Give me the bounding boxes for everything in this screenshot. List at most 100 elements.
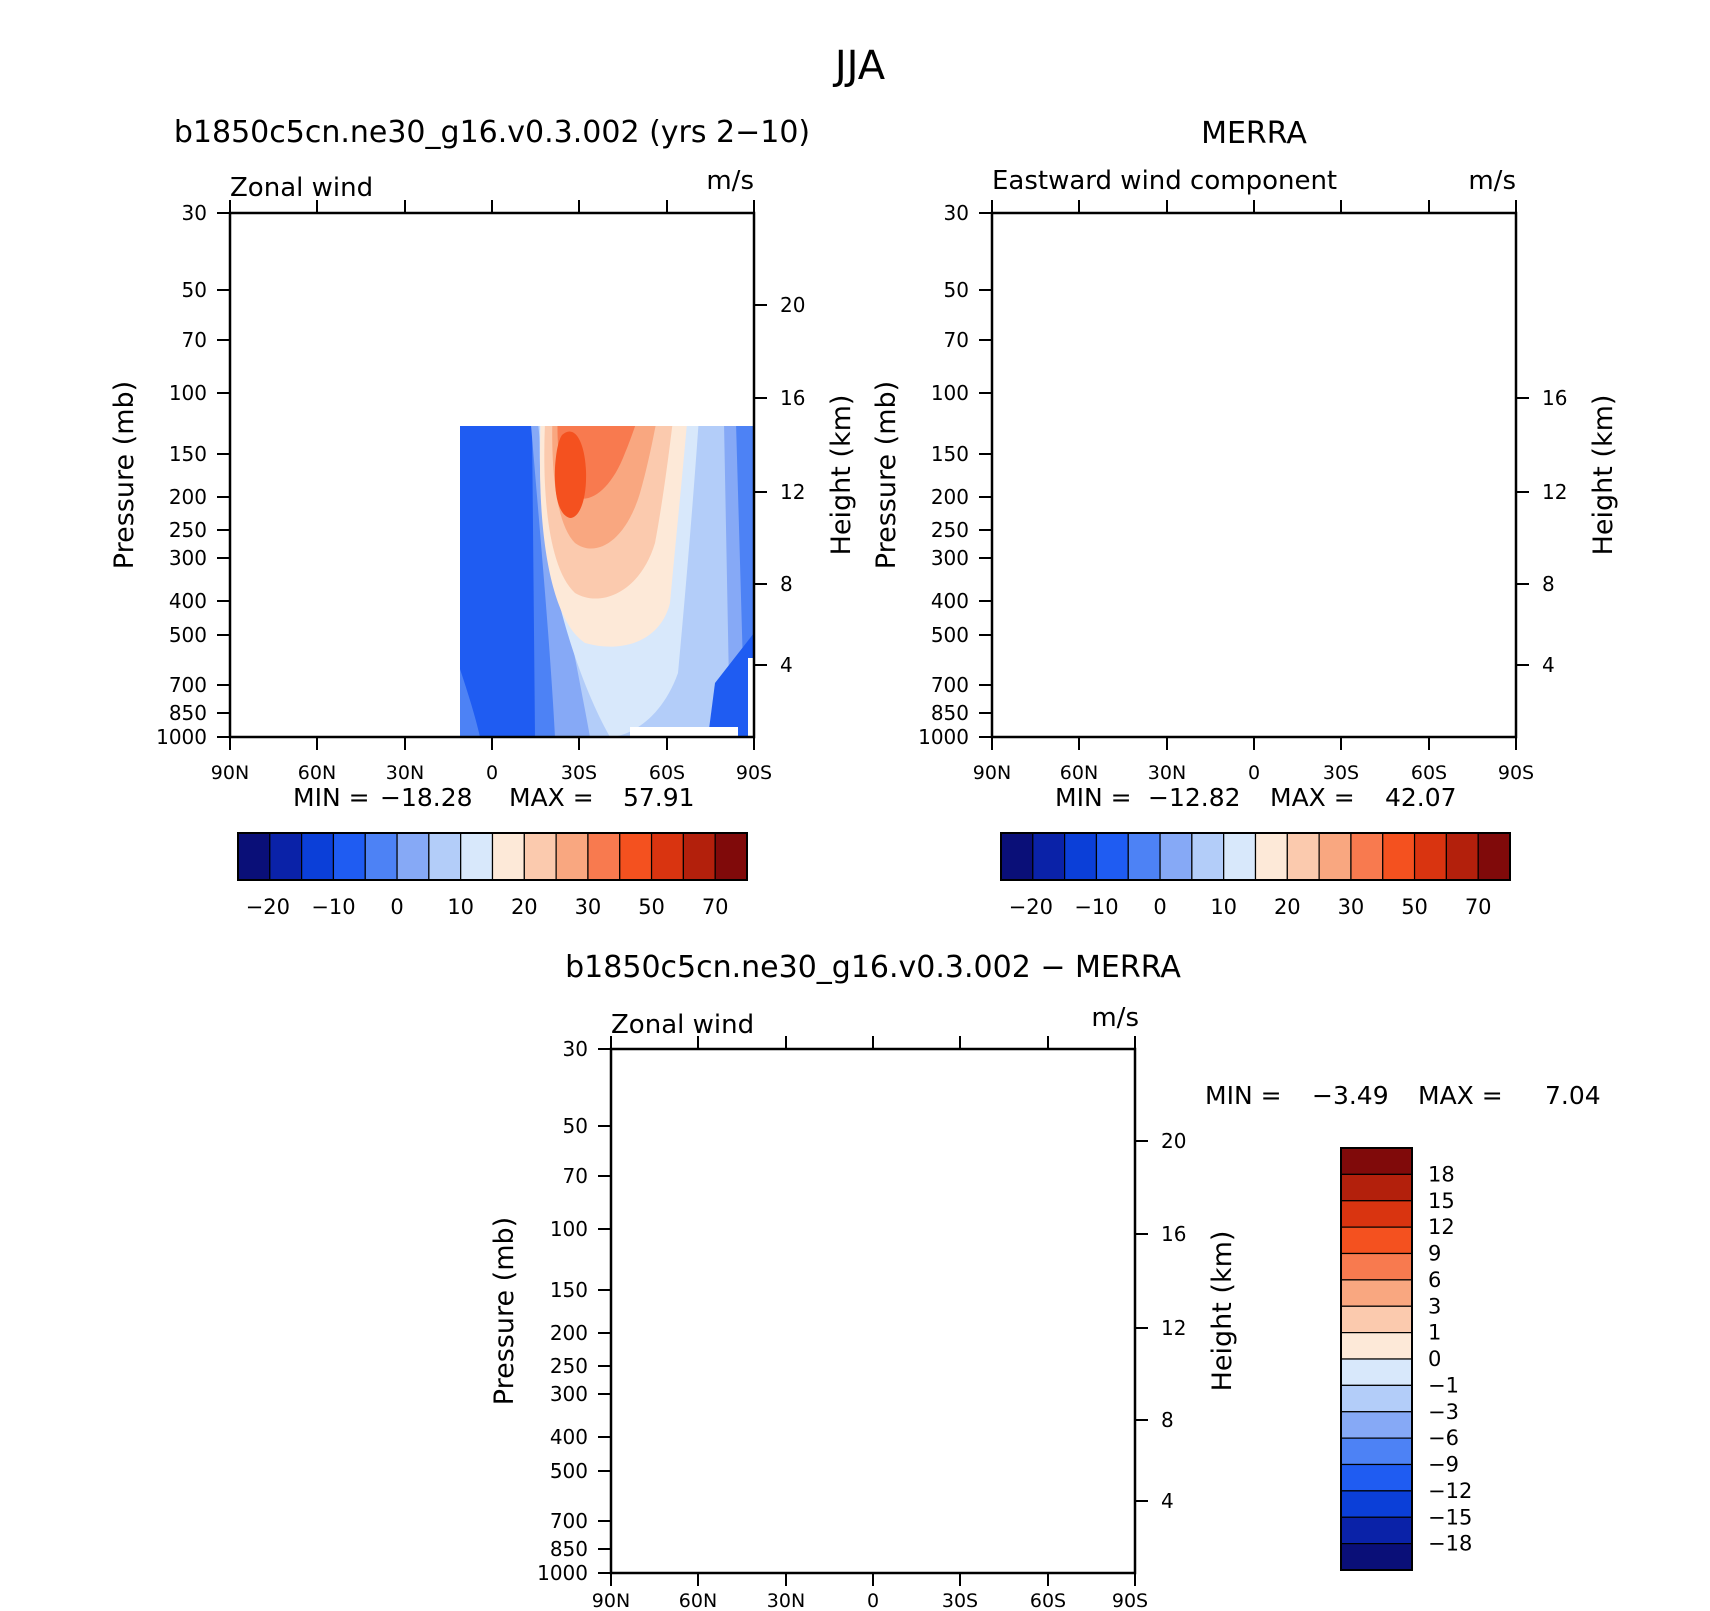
y-tick-label: 150 [169, 442, 207, 466]
y-tick-label: 30 [944, 201, 969, 225]
colorbar-label: 0 [1153, 895, 1166, 919]
y2-tick-label: 16 [1542, 386, 1567, 410]
max-value: 42.07 [1385, 783, 1457, 812]
colorbar-swatch [1340, 1279, 1413, 1307]
x-axis-tick-labels: 90N 60N 30N 0 30S 60S 90S [973, 762, 1534, 784]
colorbar-label: −12 [1428, 1479, 1472, 1503]
y-tick-label: 50 [563, 1114, 588, 1138]
colorbar-swatch [523, 832, 557, 881]
panel-left-label: Zonal wind [230, 173, 373, 203]
contour-band [1162, 393, 1292, 737]
min-max-stats: MIN = −18.28 MAX = 57.91 [293, 783, 695, 812]
colorbar-swatch [1340, 1490, 1413, 1518]
contour-field [230, 213, 754, 737]
x-tick-label: 30N [386, 762, 424, 784]
min-value: −18.28 [380, 783, 473, 812]
y2-axis-tick-labels: 20 16 12 8 4 [780, 293, 805, 677]
panel-title: b1850c5cn.ne30_g16.v0.3.002 (yrs 2−10) [174, 115, 810, 150]
colorbar-label: 70 [702, 895, 729, 919]
contour-band [1312, 435, 1339, 511]
colorbar-label: 10 [1210, 895, 1237, 919]
contour-band [992, 393, 1104, 676]
colorbar-label: −3 [1428, 1400, 1459, 1424]
colorbar-swatch [237, 832, 271, 881]
y2-axis-label: Height (km) [826, 395, 857, 556]
min-value: −12.82 [1148, 783, 1241, 812]
x-tick-label: 0 [867, 1590, 879, 1611]
x-tick-label: 0 [486, 762, 498, 784]
y-tick-label: 200 [550, 1321, 588, 1345]
x-tick-label: 60S [1411, 762, 1447, 784]
contour-band [1051, 1231, 1066, 1259]
panel-title: b1850c5cn.ne30_g16.v0.3.002 − MERRA [565, 950, 1181, 985]
panel-left-label: Zonal wind [611, 1010, 754, 1040]
colorbar-label: −18 [1428, 1532, 1472, 1556]
y2-tick-label: 12 [780, 480, 805, 504]
x-tick-label: 90S [736, 762, 772, 784]
colorbar-obs: −20 −10 0 10 20 30 50 70 [1000, 832, 1511, 919]
colorbar-swatch [1382, 832, 1416, 881]
contour-band [941, 1231, 996, 1280]
colorbar-label: 3 [1428, 1294, 1441, 1318]
y-axis-ticks [598, 1048, 1148, 1574]
y-tick-label: 300 [169, 546, 207, 570]
contour-band [1021, 1231, 1083, 1573]
colorbar-swatch [1127, 832, 1161, 881]
x-tick-label: 90N [973, 762, 1011, 784]
y-tick-label: 700 [169, 673, 207, 697]
contour-band [1284, 393, 1462, 673]
panel-units-label: m/s [1468, 166, 1516, 196]
x-tick-label: 90N [211, 762, 249, 784]
min-label: MIN = [293, 783, 370, 812]
contour-band [1392, 393, 1442, 423]
y-tick-label: 850 [550, 1537, 588, 1561]
y-tick-label: 500 [550, 1459, 588, 1483]
colorbar-label: −1 [1428, 1373, 1459, 1397]
panel-left-label: Eastward wind component [992, 166, 1337, 196]
y-tick-label: 700 [931, 673, 969, 697]
contour-band [1091, 1338, 1101, 1474]
contour-band [615, 213, 662, 275]
panel-units-label: m/s [706, 166, 754, 196]
colorbar-model: −20 −10 0 10 20 30 50 70 [237, 832, 748, 919]
colorbar-label: 18 [1428, 1162, 1455, 1186]
colorbar-label: −15 [1428, 1505, 1472, 1529]
y2-tick-label: 12 [1542, 480, 1567, 504]
contour-band [230, 292, 432, 737]
max-value: 57.91 [623, 783, 695, 812]
contour-band [359, 466, 372, 508]
contour-band [1490, 680, 1505, 737]
colorbar-swatch [714, 832, 748, 881]
colorbar-swatch [1340, 1252, 1413, 1281]
y-axis-tick-labels: 30 50 70 100 150 200 250 300 400 500 700… [156, 201, 207, 749]
y2-tick-label: 16 [1161, 1222, 1186, 1246]
colorbar-swatch [1340, 1543, 1413, 1571]
colorbar-swatch [1340, 1437, 1413, 1466]
x-axis-tick-labels: 90N 60N 30N 0 30S 60S 90S [211, 762, 772, 784]
y2-tick-label: 20 [780, 293, 805, 317]
colorbar-swatch [332, 832, 366, 881]
x-axis-tick-labels: 90N 60N 30N 0 30S 60S 90S [592, 1590, 1148, 1611]
y-tick-label: 250 [931, 518, 969, 542]
contour-band [329, 379, 400, 626]
contour-band [1292, 393, 1450, 639]
y-tick-label: 70 [182, 328, 207, 352]
y-axis-label: Pressure (mb) [871, 381, 902, 569]
contour-band [1088, 397, 1159, 628]
y-tick-label: 50 [182, 278, 207, 302]
contour-band [602, 213, 668, 381]
colorbar-swatch [1340, 1226, 1413, 1255]
colorbar-swatch [1159, 832, 1193, 881]
colorbar-label: −20 [1009, 895, 1053, 919]
y-tick-label: 30 [563, 1037, 588, 1061]
colorbar-swatch [1318, 832, 1352, 881]
y-axis-tick-labels: 30 50 70 100 150 200 250 300 400 500 700… [918, 201, 969, 749]
y-tick-label: 700 [550, 1509, 588, 1533]
y-tick-label: 70 [563, 1164, 588, 1188]
contour-band [1101, 439, 1139, 565]
colorbar-swatch [1191, 832, 1225, 881]
missing-data-patch [630, 727, 738, 737]
y-axis-label: Pressure (mb) [489, 1217, 520, 1405]
x-axis-ticks [229, 200, 755, 750]
